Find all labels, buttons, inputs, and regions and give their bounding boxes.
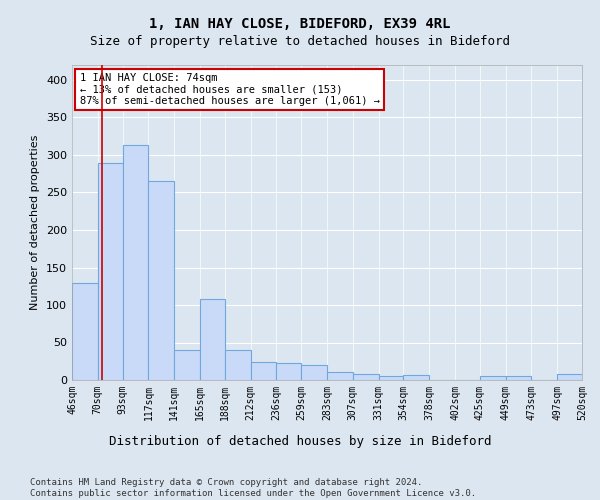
Text: 1, IAN HAY CLOSE, BIDEFORD, EX39 4RL: 1, IAN HAY CLOSE, BIDEFORD, EX39 4RL	[149, 18, 451, 32]
Bar	[403, 375, 429, 380]
Text: Distribution of detached houses by size in Bideford: Distribution of detached houses by size …	[109, 435, 491, 448]
Bar	[148, 181, 174, 380]
Bar	[225, 350, 251, 380]
Bar	[98, 163, 122, 380]
Bar	[557, 374, 582, 380]
Text: 1 IAN HAY CLOSE: 74sqm
← 13% of detached houses are smaller (153)
87% of semi-de: 1 IAN HAY CLOSE: 74sqm ← 13% of detached…	[80, 73, 380, 106]
Bar	[301, 365, 327, 380]
Bar	[480, 376, 506, 380]
Bar	[72, 282, 98, 380]
Y-axis label: Number of detached properties: Number of detached properties	[31, 135, 40, 310]
Bar	[200, 299, 225, 380]
Bar	[174, 350, 200, 380]
Text: Size of property relative to detached houses in Bideford: Size of property relative to detached ho…	[90, 35, 510, 48]
Bar	[277, 363, 301, 380]
Bar	[506, 376, 532, 380]
Bar	[353, 374, 379, 380]
Bar	[379, 376, 403, 380]
Text: Contains HM Land Registry data © Crown copyright and database right 2024.
Contai: Contains HM Land Registry data © Crown c…	[30, 478, 476, 498]
Bar	[327, 372, 353, 380]
Bar	[251, 362, 277, 380]
Bar	[122, 145, 148, 380]
